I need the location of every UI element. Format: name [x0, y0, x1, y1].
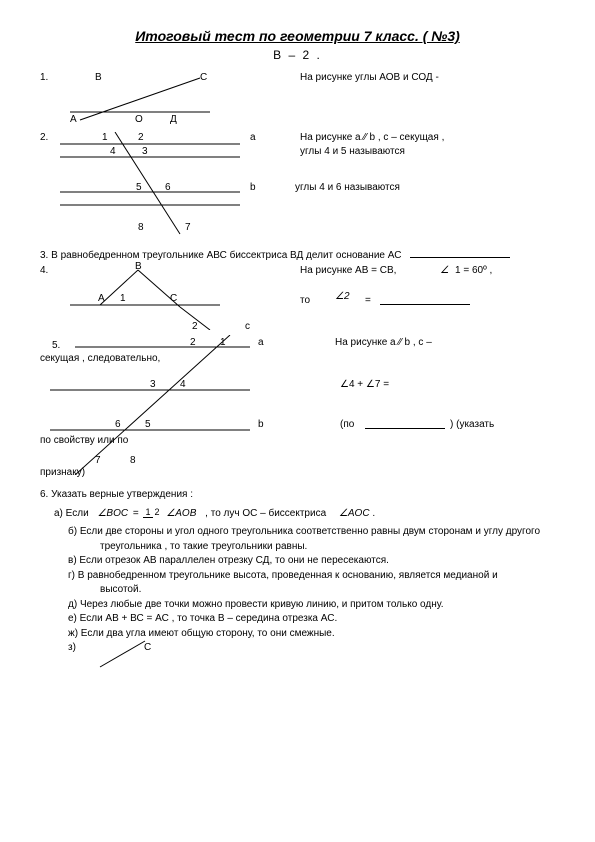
- question-3: 3. В равнобедренном треугольнике АВС бис…: [40, 248, 555, 261]
- q6a-dot: .: [372, 508, 375, 519]
- q4-B: В: [135, 261, 142, 272]
- q1-label-D: Д: [170, 114, 177, 125]
- q2-text1: На рисунке а ⁄⁄ b , с – секущая ,: [300, 132, 444, 143]
- q5-a: а: [258, 337, 264, 348]
- q2-n2: 2: [138, 132, 144, 143]
- q4-number: 4.: [40, 265, 48, 276]
- question-6: 6. Указать верные утверждения : а) Если …: [40, 488, 555, 671]
- q4-ang2: ∠2: [335, 291, 350, 302]
- question-2: 2. 1 2 4 3 5 6 8 7 а На рисунке а ⁄⁄ b ,…: [40, 132, 555, 242]
- q4-eq: =: [365, 295, 371, 306]
- q5-blank: [365, 419, 445, 429]
- q4-2: 2: [192, 321, 198, 332]
- q5-b: b: [258, 419, 264, 430]
- q6-head: 6. Указать верные утверждения :: [40, 488, 555, 503]
- q5-n8: 8: [130, 455, 136, 466]
- q1-label-C: С: [200, 72, 207, 83]
- q4-figure: [60, 265, 230, 330]
- q6zC: С: [144, 641, 151, 656]
- q5-tail2: по свойству или по: [40, 435, 128, 446]
- q2-text2: углы 4 и 5 называются: [300, 146, 405, 157]
- q2-n6: 6: [165, 182, 171, 193]
- question-5: 5. 2 1 а На рисунке а ⁄⁄ b , с – секущая…: [40, 335, 555, 480]
- q6d: д) Через любые две точки можно провести …: [68, 598, 555, 613]
- q2-n5: 5: [136, 182, 142, 193]
- q2-number: 2.: [40, 132, 48, 143]
- q2-n7: 7: [185, 222, 191, 233]
- q1-label-B: В: [95, 72, 102, 83]
- q5-n1: 1: [220, 337, 226, 348]
- q5-n7: 7: [95, 455, 101, 466]
- q1-label-O: О: [135, 114, 143, 125]
- q6a-aob: ∠AOB: [166, 508, 196, 519]
- q6b2: треугольника , то такие треугольники рав…: [100, 540, 555, 555]
- q4-c: с: [245, 321, 250, 332]
- q6g: г) В равнобедренном треугольнике высота,…: [68, 569, 555, 584]
- q4-1: 1: [120, 293, 126, 304]
- q6a-pre: а) Если: [54, 508, 89, 519]
- q5-n4: 4: [180, 379, 186, 390]
- q6a-frac: 12: [143, 508, 161, 517]
- q6z: з): [68, 641, 76, 656]
- q5-tail1: секущая , следовательно,: [40, 353, 160, 364]
- q6a-eq: =: [133, 508, 139, 519]
- q5-uk: ) (указать: [450, 419, 494, 430]
- q5-text1: На рисунке а ⁄⁄ b , с –: [335, 337, 432, 348]
- question-1: 1. В С А О Д На рисунке углы АОВ и СОД -: [40, 72, 555, 132]
- q4-text1b: 1 = 60º ,: [455, 265, 492, 276]
- q3-blank: [410, 248, 510, 258]
- q6g2: высотой.: [100, 583, 555, 598]
- q2-n3: 3: [142, 146, 148, 157]
- q1-text: На рисунке углы АОВ и СОД -: [300, 72, 439, 83]
- q5-n6: 6: [115, 419, 121, 430]
- q6e: е) Если АВ + ВС = АС , то точка В – сере…: [68, 612, 555, 627]
- q1-figure: [60, 72, 240, 127]
- q5-po: (по: [340, 419, 354, 430]
- q4-text2a: то: [300, 295, 310, 306]
- q5-tail3: признаку): [40, 467, 85, 478]
- q3-text: 3. В равнобедренном треугольнике АВС бис…: [40, 250, 401, 261]
- q6a-aoc: ∠AOC: [339, 508, 370, 519]
- q4-text1a: На рисунке АВ = СВ,: [300, 265, 396, 276]
- q2-b: b: [250, 182, 256, 193]
- page-title: Итоговый тест по геометрии 7 класс. ( №3…: [40, 28, 555, 44]
- q2-text3: углы 4 и 6 называются: [295, 182, 400, 193]
- q5-n2: 2: [190, 337, 196, 348]
- variant-label: В – 2 .: [40, 48, 555, 62]
- question-4: 4. В А 1 С 2 На рисунке АВ = СВ, ∠ 1 = 6…: [40, 265, 555, 335]
- q1-number: 1.: [40, 72, 48, 83]
- q6a-boc: ∠BOC: [97, 508, 128, 519]
- q2-n1: 1: [102, 132, 108, 143]
- q5-expr: ∠4 + ∠7 =: [340, 379, 389, 390]
- q4-angle-icon: ∠: [440, 265, 449, 276]
- q4-C: С: [170, 293, 177, 304]
- q2-figure: [60, 132, 260, 237]
- q6v: в) Если отрезок АВ параллелен отрезку СД…: [68, 554, 555, 569]
- q2-n4: 4: [110, 146, 116, 157]
- q6b: б) Если две стороны и угол одного треуго…: [68, 525, 555, 540]
- q1-label-A: А: [70, 114, 77, 125]
- q2-n8: 8: [138, 222, 144, 233]
- q4-blank: [380, 295, 470, 305]
- q6a-mid: , то луч ОС – биссектриса: [205, 508, 326, 519]
- q4-A: А: [98, 293, 105, 304]
- q5-n5: 5: [145, 419, 151, 430]
- q2-a: а: [250, 132, 256, 143]
- q5-n3: 3: [150, 379, 156, 390]
